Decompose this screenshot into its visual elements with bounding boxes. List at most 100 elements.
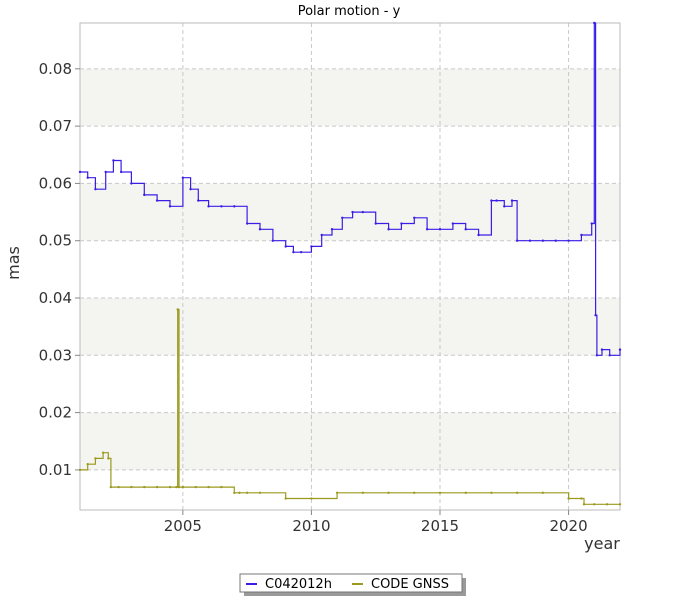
data-point xyxy=(168,485,172,489)
legend-label-c042012h: C042012h xyxy=(265,577,332,592)
data-point xyxy=(593,21,596,25)
data-point xyxy=(351,210,354,214)
data-point xyxy=(464,491,467,495)
data-point xyxy=(582,503,586,506)
x-axis-title: year xyxy=(584,534,620,553)
data-point xyxy=(143,485,146,489)
data-point xyxy=(490,491,493,495)
data-point xyxy=(580,233,583,237)
data-point xyxy=(233,491,236,495)
data-point xyxy=(464,228,467,231)
y-tick-label: 0.01 xyxy=(39,461,72,479)
data-point xyxy=(130,182,133,185)
data-point xyxy=(387,491,390,495)
plot-band xyxy=(80,68,620,127)
series-layer xyxy=(78,21,622,506)
chart-title: Polar motion - y xyxy=(298,4,401,19)
data-point xyxy=(143,193,146,197)
data-point xyxy=(413,491,416,495)
x-tick-label: 2010 xyxy=(292,517,330,535)
y-tick-label: 0.08 xyxy=(39,60,72,78)
data-point xyxy=(554,239,557,242)
data-point xyxy=(175,485,178,489)
data-point xyxy=(284,245,287,248)
data-point xyxy=(177,485,181,489)
plot-bands xyxy=(80,68,620,470)
data-point xyxy=(284,497,287,500)
plot-band xyxy=(80,183,620,241)
data-point xyxy=(109,485,113,489)
data-point xyxy=(320,233,323,237)
y-axis-title: mas xyxy=(4,246,23,280)
data-point xyxy=(335,491,339,495)
data-point xyxy=(590,222,593,225)
data-point xyxy=(181,176,185,179)
data-point xyxy=(438,491,442,495)
data-point xyxy=(310,245,313,248)
x-tick-label: 2020 xyxy=(549,517,587,535)
data-point xyxy=(361,210,365,214)
data-point xyxy=(220,205,223,208)
data-point xyxy=(528,239,532,242)
data-point xyxy=(299,250,303,254)
plot-band xyxy=(80,298,620,356)
y-tick-label: 0.05 xyxy=(39,232,72,250)
data-point xyxy=(515,239,519,242)
data-point xyxy=(361,491,365,495)
legend-label-code-gnss: CODE GNSS xyxy=(371,577,449,592)
data-point xyxy=(593,503,596,506)
data-point xyxy=(413,216,416,219)
data-point xyxy=(112,159,115,162)
data-point xyxy=(233,205,236,208)
y-axis-ticks: 0.01 0.02 0.03 0.04 0.05 0.06 0.07 0.08 xyxy=(39,60,80,479)
legend-box xyxy=(239,573,463,593)
data-point xyxy=(608,354,611,357)
data-point xyxy=(341,216,344,219)
data-point xyxy=(101,451,105,454)
data-point xyxy=(374,222,377,225)
data-point xyxy=(541,239,545,242)
data-point xyxy=(94,457,97,460)
y-tick-label: 0.03 xyxy=(39,346,72,364)
y-tick-label: 0.04 xyxy=(39,289,72,307)
data-point xyxy=(107,457,110,460)
y-tick-label: 0.02 xyxy=(39,404,72,422)
plot-frame xyxy=(79,22,621,511)
data-point xyxy=(541,491,545,495)
data-point xyxy=(605,503,609,506)
data-point xyxy=(438,228,442,231)
data-point xyxy=(189,187,192,191)
data-point xyxy=(155,485,159,489)
data-point xyxy=(292,250,295,254)
data-point xyxy=(245,222,249,225)
data-point xyxy=(258,491,262,495)
y-tick-label: 0.06 xyxy=(39,174,72,192)
data-point xyxy=(451,222,455,225)
data-point xyxy=(168,205,172,208)
data-point xyxy=(600,348,604,351)
data-point xyxy=(181,485,185,489)
plot-band xyxy=(80,412,620,470)
data-point xyxy=(567,239,570,242)
data-point xyxy=(207,485,210,489)
data-point xyxy=(130,485,133,489)
data-point xyxy=(580,497,583,500)
data-point xyxy=(490,199,493,202)
data-point xyxy=(400,222,403,225)
data-point xyxy=(104,170,107,174)
data-point xyxy=(515,491,519,495)
data-point xyxy=(86,176,89,179)
data-point xyxy=(258,228,262,231)
data-point xyxy=(194,485,197,489)
data-point xyxy=(176,308,179,311)
data-point xyxy=(595,354,599,357)
data-point xyxy=(387,228,390,231)
data-point xyxy=(271,239,275,242)
data-point xyxy=(594,314,597,317)
x-tick-label: 2015 xyxy=(421,517,459,535)
data-point xyxy=(238,491,241,495)
data-point xyxy=(503,205,506,208)
data-point xyxy=(94,187,97,191)
data-point xyxy=(245,491,249,495)
